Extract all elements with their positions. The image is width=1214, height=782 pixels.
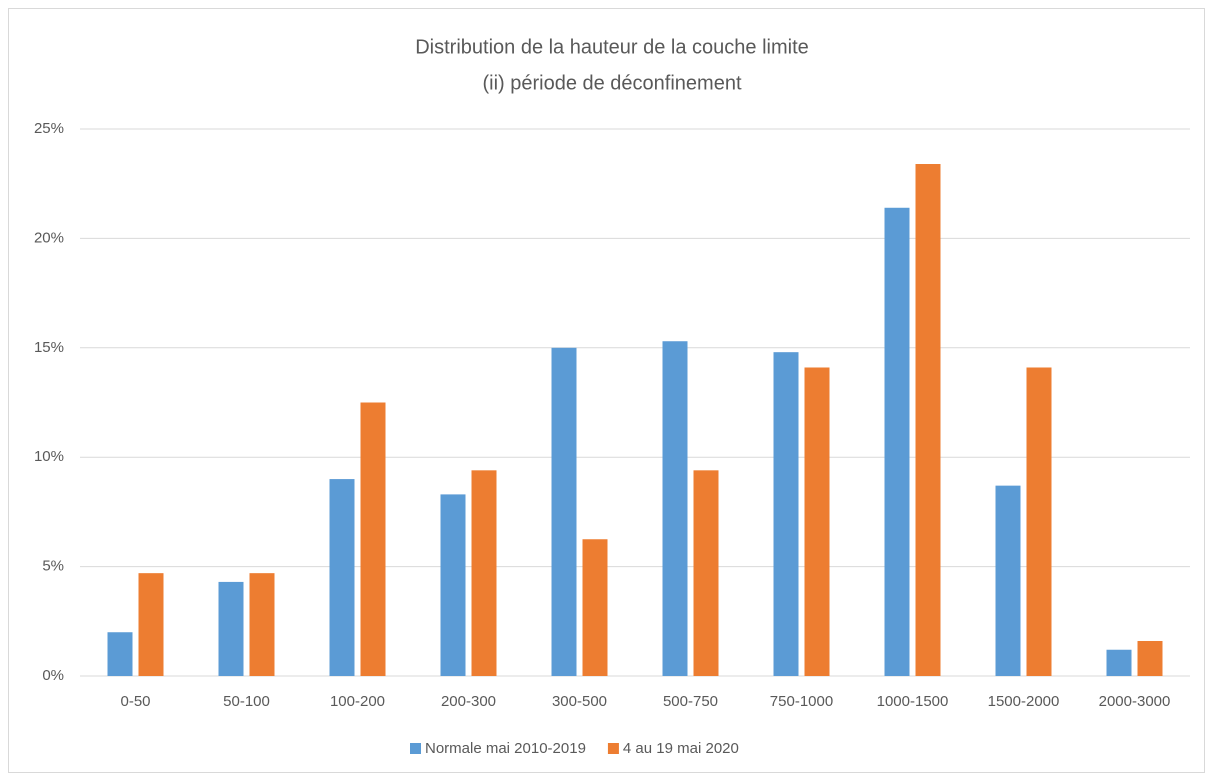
bar bbox=[915, 164, 941, 676]
bar bbox=[360, 402, 386, 676]
bar bbox=[582, 539, 608, 676]
bar bbox=[138, 573, 164, 676]
bar bbox=[107, 632, 133, 676]
legend-swatch bbox=[410, 743, 421, 754]
bar bbox=[662, 341, 688, 676]
y-tick-label: 10% bbox=[34, 448, 64, 465]
x-tick-label: 300-500 bbox=[552, 693, 607, 710]
legend-swatch bbox=[607, 743, 619, 754]
bar bbox=[804, 367, 830, 676]
x-tick-label: 1500-2000 bbox=[988, 693, 1060, 710]
y-tick-label: 20% bbox=[34, 229, 64, 246]
x-tick-label: 0-50 bbox=[120, 693, 150, 710]
x-tick-label: 1000-1500 bbox=[877, 693, 949, 710]
y-tick-label: 5% bbox=[42, 558, 64, 575]
x-tick-label: 200-300 bbox=[441, 693, 496, 710]
chart-subtitle: (ii) période de déconfinement bbox=[482, 72, 741, 94]
y-tick-label: 15% bbox=[34, 339, 64, 356]
bar bbox=[551, 347, 577, 676]
bar bbox=[1026, 367, 1052, 676]
bar bbox=[773, 352, 799, 676]
y-tick-label: 0% bbox=[42, 667, 64, 684]
legend-label: Normale mai 2010-2019 bbox=[425, 740, 586, 757]
x-tick-label: 50-100 bbox=[223, 693, 270, 710]
bar bbox=[249, 573, 275, 676]
legend-label: 4 au 19 mai 2020 bbox=[623, 740, 739, 757]
bar bbox=[1106, 649, 1132, 676]
x-tick-label: 750-1000 bbox=[770, 693, 833, 710]
bar bbox=[440, 494, 466, 676]
bar bbox=[471, 470, 497, 676]
x-tick-label: 100-200 bbox=[330, 693, 385, 710]
bar bbox=[329, 479, 355, 676]
bar bbox=[1137, 640, 1163, 676]
bar bbox=[995, 485, 1021, 676]
chart-title: Distribution de la hauteur de la couche … bbox=[415, 36, 809, 58]
bar bbox=[884, 207, 910, 676]
y-tick-label: 25% bbox=[34, 120, 64, 137]
x-tick-label: 2000-3000 bbox=[1099, 693, 1171, 710]
bar bbox=[693, 470, 719, 676]
x-tick-label: 500-750 bbox=[663, 693, 718, 710]
bar bbox=[218, 581, 244, 676]
